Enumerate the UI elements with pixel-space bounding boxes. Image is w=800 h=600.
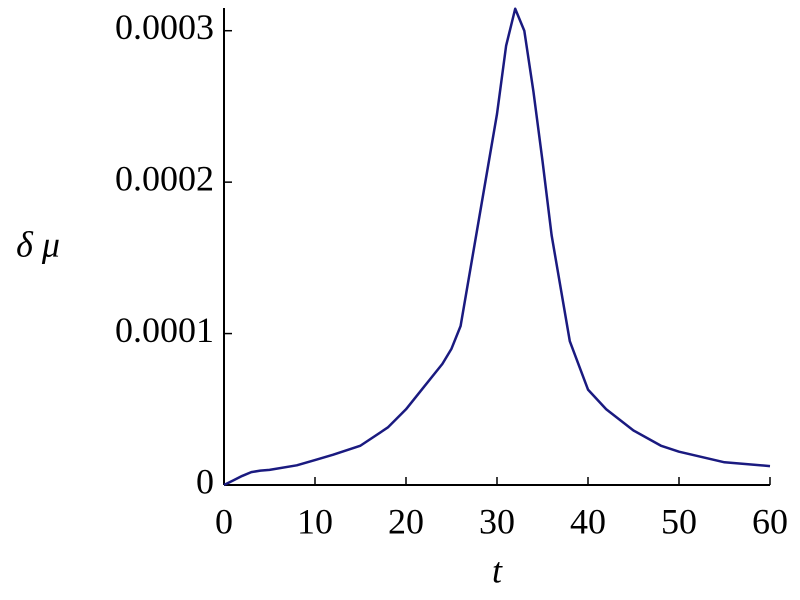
x-tick-label: 50 [661,501,697,541]
x-tick-label: 0 [215,501,233,541]
x-tick-label: 30 [479,501,515,541]
y-tick-label: 0.0001 [115,310,214,350]
x-tick-label: 10 [297,501,333,541]
y-axis-label: δ μ [16,224,60,264]
line-series [223,7,771,487]
x-tick-label: 40 [570,501,606,541]
y-tick-label: 0 [196,461,214,501]
x-tick-label: 60 [752,501,788,541]
y-tick-label: 0.0002 [115,158,214,198]
y-tick-label: 0.0003 [115,7,214,47]
x-axis-label: t [492,550,503,590]
x-tick-label: 20 [388,501,424,541]
